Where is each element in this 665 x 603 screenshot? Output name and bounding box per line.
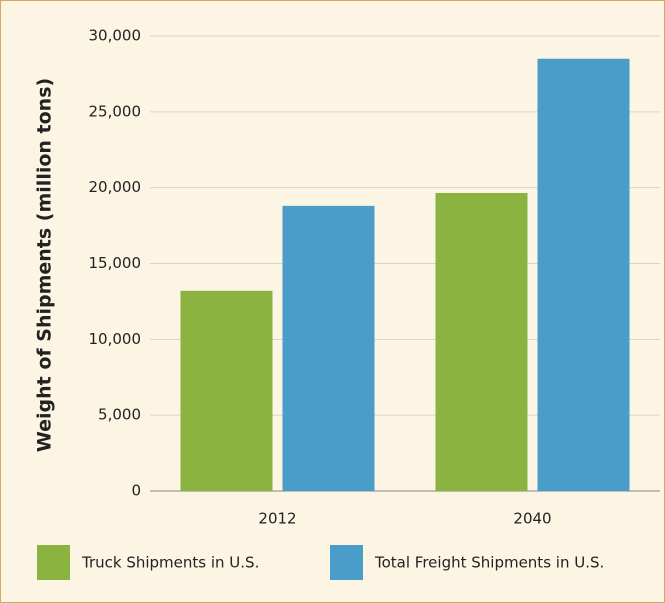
bar: [282, 205, 375, 491]
y-tick-label: 0: [131, 482, 141, 500]
x-tick-label: 2012: [258, 510, 296, 528]
legend-swatch: [37, 545, 70, 580]
y-tick-label: 5,000: [98, 406, 141, 424]
y-axis-label: Weight of Shipments (million tons): [34, 78, 56, 452]
bar: [435, 192, 528, 491]
y-tick-label: 10,000: [89, 330, 142, 348]
legend-swatch: [330, 545, 363, 580]
legend-label: Total Freight Shipments in U.S.: [374, 554, 604, 572]
y-tick-label: 20,000: [89, 178, 142, 196]
y-tick-label: 15,000: [89, 254, 142, 272]
y-tick-label: 25,000: [89, 102, 142, 120]
bar: [180, 290, 273, 491]
x-tick-label: 2040: [513, 510, 551, 528]
y-tick-label: 30,000: [89, 27, 142, 45]
legend-label: Truck Shipments in U.S.: [81, 554, 259, 572]
bar: [537, 58, 630, 491]
